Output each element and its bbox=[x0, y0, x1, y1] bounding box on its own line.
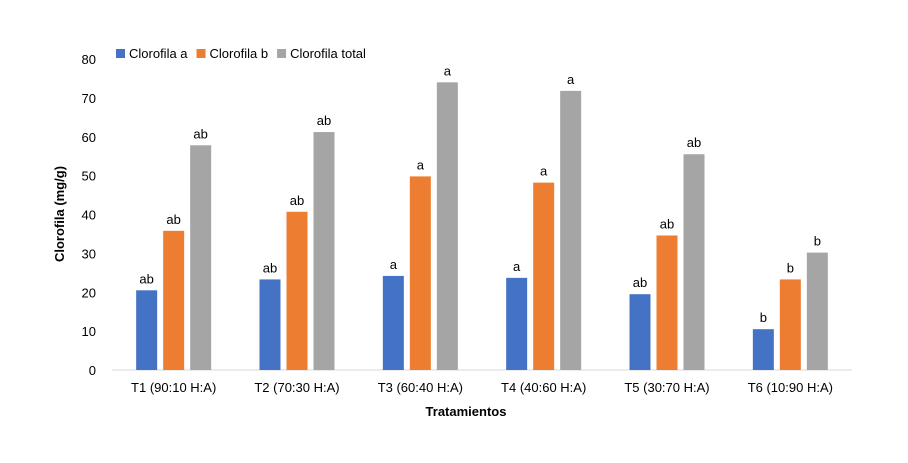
legend-entry: Clorofila total bbox=[290, 46, 366, 61]
bar-clorofila-total bbox=[313, 132, 335, 370]
bar-clorofila-b bbox=[656, 235, 678, 370]
bar-clorofila-total bbox=[560, 90, 582, 370]
data-label: ab bbox=[166, 212, 180, 227]
legend-entry: Clorofila a bbox=[129, 46, 188, 61]
data-label: b bbox=[814, 234, 821, 249]
data-label: ab bbox=[660, 216, 674, 231]
legend-swatch bbox=[116, 49, 125, 58]
x-tick-label: T6 (10:90 H:A) bbox=[748, 380, 833, 395]
bar-clorofila-total bbox=[190, 145, 212, 370]
y-tick-label: 60 bbox=[82, 130, 96, 145]
legend-entry: Clorofila b bbox=[210, 46, 269, 61]
x-tick-label: T3 (60:40 H:A) bbox=[378, 380, 463, 395]
bar-clorofila-b bbox=[533, 182, 555, 370]
data-label: ab bbox=[290, 193, 304, 208]
bar-clorofila-total bbox=[683, 154, 705, 370]
bar-clorofila-a bbox=[506, 277, 528, 370]
data-label: b bbox=[760, 310, 767, 325]
legend-swatch bbox=[277, 49, 287, 58]
bar-clorofila-a bbox=[629, 294, 651, 370]
legend-swatch bbox=[196, 49, 206, 58]
x-tick-label: T5 (30:70 H:A) bbox=[624, 380, 709, 395]
y-axis-title: Clorofila (mg/g) bbox=[52, 166, 67, 262]
data-label: ab bbox=[633, 275, 647, 290]
y-tick-label: 10 bbox=[82, 324, 96, 339]
x-tick-label: T2 (70:30 H:A) bbox=[254, 380, 339, 395]
bar-clorofila-a bbox=[259, 279, 281, 370]
x-tick-label: T4 (40:60 H:A) bbox=[501, 380, 586, 395]
data-label: b bbox=[787, 260, 794, 275]
y-tick-label: 20 bbox=[82, 285, 96, 300]
bar-clorofila-b bbox=[163, 230, 185, 370]
bar-clorofila-b bbox=[409, 176, 431, 370]
data-label: ab bbox=[263, 260, 277, 275]
y-tick-label: 30 bbox=[82, 246, 96, 261]
data-label: ab bbox=[317, 113, 331, 128]
bar-clorofila-b bbox=[779, 279, 801, 370]
bar-clorofila-total bbox=[806, 252, 828, 370]
data-label: a bbox=[390, 257, 398, 272]
y-tick-label: 50 bbox=[82, 169, 96, 184]
x-tick-label: T1 (90:10 H:A) bbox=[131, 380, 216, 395]
data-label: a bbox=[444, 63, 452, 78]
y-tick-label: 0 bbox=[89, 363, 96, 378]
y-tick-label: 40 bbox=[82, 208, 96, 223]
data-label: ab bbox=[139, 271, 153, 286]
bar-clorofila-b bbox=[286, 211, 308, 370]
data-label: ab bbox=[687, 135, 701, 150]
x-axis-title: Tratamientos bbox=[426, 404, 507, 419]
data-label: a bbox=[417, 157, 425, 172]
legend: Clorofila a Clorofila b Clorofila total bbox=[116, 46, 366, 61]
data-label: a bbox=[513, 259, 521, 274]
bar-clorofila-total bbox=[436, 82, 458, 370]
y-tick-label: 70 bbox=[82, 91, 96, 106]
y-tick-label: 80 bbox=[82, 52, 96, 67]
data-label: a bbox=[567, 72, 575, 87]
data-label: ab bbox=[193, 126, 207, 141]
bar-clorofila-a bbox=[136, 290, 158, 370]
bar-clorofila-a bbox=[382, 275, 404, 370]
data-label: a bbox=[540, 164, 548, 179]
axes: 0 10 20 30 40 50 60 70 80 T1 (90:10 H:A) T2 (70:30… bbox=[82, 52, 852, 395]
bar-clorofila-a bbox=[752, 329, 774, 370]
bars: ab ab ab ab ab ab a a a a a a ab ab ab b b b bbox=[136, 63, 828, 370]
